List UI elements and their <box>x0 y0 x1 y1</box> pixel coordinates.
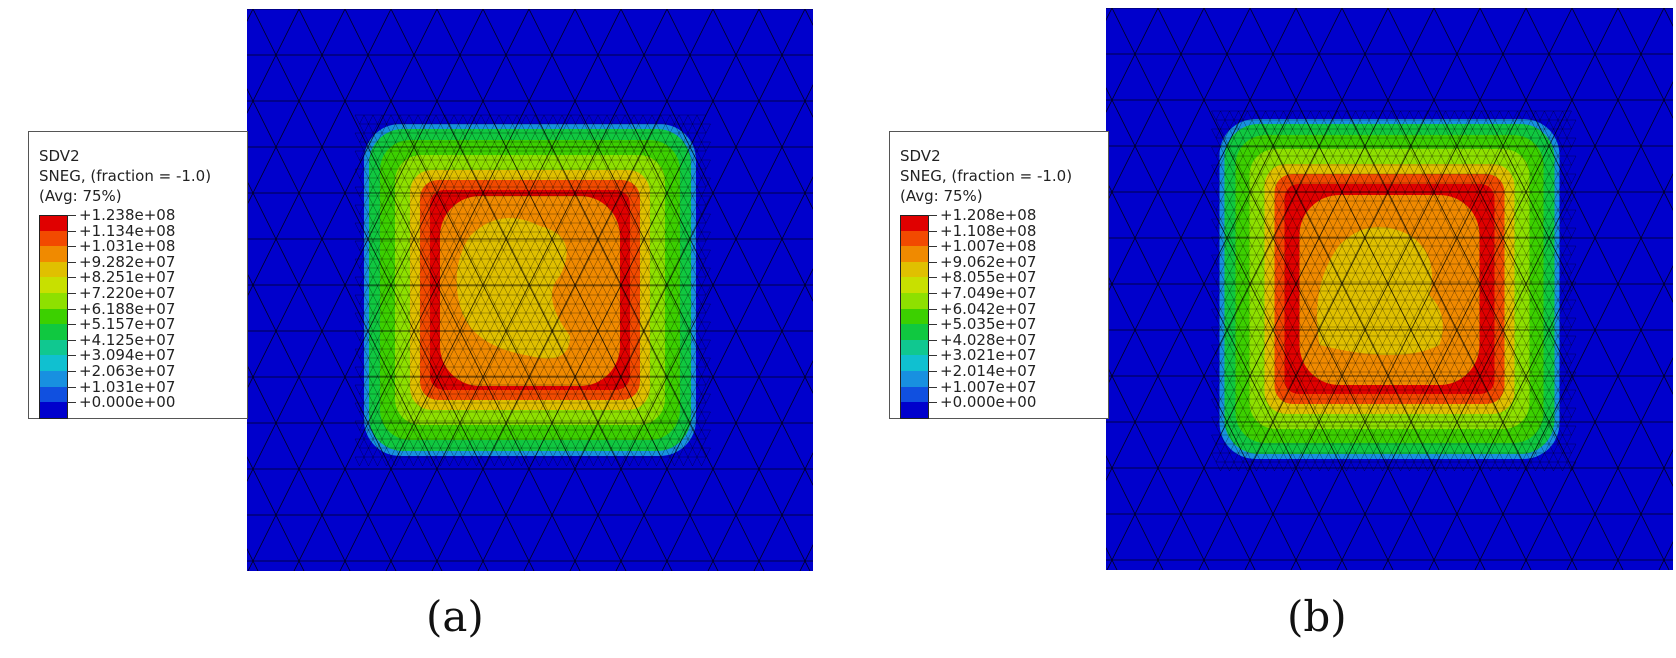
legend-tick <box>928 339 937 341</box>
legend-tick <box>928 293 937 294</box>
legend-value: +5.157e+07 <box>79 315 176 334</box>
caption-a: (a) <box>426 592 484 641</box>
legend-swatch <box>900 324 929 340</box>
legend-tick <box>928 246 937 248</box>
legend-tick <box>67 308 76 310</box>
legend-section: SNEG, (fraction = -1.0) <box>39 167 212 185</box>
legend-value: +6.188e+07 <box>79 299 176 318</box>
legend-swatch <box>39 308 68 325</box>
legend-tick <box>67 261 76 263</box>
legend-tick <box>67 293 76 294</box>
legend-tick <box>67 277 76 279</box>
legend-swatch <box>900 386 929 403</box>
legend-variable: SDV2 <box>900 147 941 165</box>
legend-tick <box>67 386 76 388</box>
legend-value: +2.063e+07 <box>79 362 176 380</box>
legend-tick <box>928 371 937 372</box>
legend-value: +3.021e+07 <box>940 346 1037 365</box>
contour-svg <box>1106 8 1673 570</box>
legend-value: +1.031e+08 <box>79 237 176 256</box>
legend-tick <box>67 324 76 326</box>
legend-value: +1.208e+08 <box>940 206 1037 224</box>
legend-tick <box>67 230 76 232</box>
legend-value: +4.028e+07 <box>940 330 1037 349</box>
legend-tick <box>928 355 937 357</box>
legend-value: +7.220e+07 <box>79 284 176 302</box>
legend-section: SNEG, (fraction = -1.0) <box>900 167 1073 185</box>
legend-value: +9.062e+07 <box>940 252 1037 271</box>
contour-plot-a <box>247 9 813 571</box>
legend-value: +7.049e+07 <box>940 284 1037 302</box>
legend-tick <box>928 324 937 326</box>
legend-swatch <box>39 215 68 232</box>
caption-b: (b) <box>1287 592 1347 641</box>
legend-tick <box>67 246 76 248</box>
legend-swatch <box>39 371 68 387</box>
legend-variable: SDV2 <box>39 147 80 165</box>
legend-value: +5.035e+07 <box>940 315 1037 334</box>
legend-swatch <box>900 402 929 419</box>
legend-value: +1.238e+08 <box>79 206 176 224</box>
legend-tick <box>67 402 76 404</box>
legend-value: +0.000e+00 <box>79 393 176 412</box>
legend-swatch <box>39 261 68 278</box>
legend-tick <box>67 215 76 216</box>
legend-averaging: (Avg: 75%) <box>900 187 983 205</box>
fe-mesh-fine <box>354 114 711 467</box>
legend-swatch <box>900 371 929 387</box>
legend-tick <box>928 386 937 388</box>
legend-value: +4.125e+07 <box>79 330 176 349</box>
legend-value: +1.134e+08 <box>79 221 176 240</box>
contour-svg <box>247 9 813 571</box>
legend-swatch <box>39 355 68 371</box>
legend-value: +9.282e+07 <box>79 252 176 271</box>
legend-swatch <box>900 339 929 356</box>
contour-plot-b <box>1106 8 1673 570</box>
fe-mesh-fine <box>1211 110 1577 472</box>
legend-value: +1.031e+07 <box>79 377 176 396</box>
legend-swatch <box>39 246 68 262</box>
legend-value: +1.007e+07 <box>940 377 1037 396</box>
legend-swatch <box>39 324 68 340</box>
legend-value: +0.000e+00 <box>940 393 1037 412</box>
legend-swatch <box>900 261 929 278</box>
legend-tick <box>928 230 937 232</box>
legend-swatch <box>900 277 929 293</box>
legend-swatch <box>900 230 929 247</box>
legend-tick <box>67 339 76 341</box>
legend-value: +2.014e+07 <box>940 362 1037 380</box>
legend-tick <box>928 402 937 404</box>
legend-tick <box>928 277 937 279</box>
legend-swatch <box>900 308 929 325</box>
legend-tick <box>928 215 937 216</box>
legend-value: +3.094e+07 <box>79 346 176 365</box>
legend-b: SDV2 SNEG, (fraction = -1.0) (Avg: 75%) … <box>889 131 1109 419</box>
legend-swatch <box>39 339 68 356</box>
legend-swatch <box>39 386 68 403</box>
legend-swatch <box>39 230 68 247</box>
legend-swatch <box>900 355 929 371</box>
legend-averaging: (Avg: 75%) <box>39 187 122 205</box>
legend-value: +6.042e+07 <box>940 299 1037 318</box>
legend-value: +1.007e+08 <box>940 237 1037 256</box>
legend-tick <box>928 261 937 263</box>
legend-value: +1.108e+08 <box>940 221 1037 240</box>
legend-tick <box>67 371 76 372</box>
legend-value: +8.251e+07 <box>79 268 176 287</box>
legend-a: SDV2 SNEG, (fraction = -1.0) (Avg: 75%) … <box>28 131 248 419</box>
legend-swatch <box>900 246 929 262</box>
legend-swatch <box>900 293 929 309</box>
legend-value: +8.055e+07 <box>940 268 1037 287</box>
legend-swatch <box>900 215 929 232</box>
legend-tick <box>67 355 76 357</box>
legend-swatch <box>39 402 68 419</box>
legend-tick <box>928 308 937 310</box>
legend-swatch <box>39 277 68 293</box>
legend-swatch <box>39 293 68 309</box>
